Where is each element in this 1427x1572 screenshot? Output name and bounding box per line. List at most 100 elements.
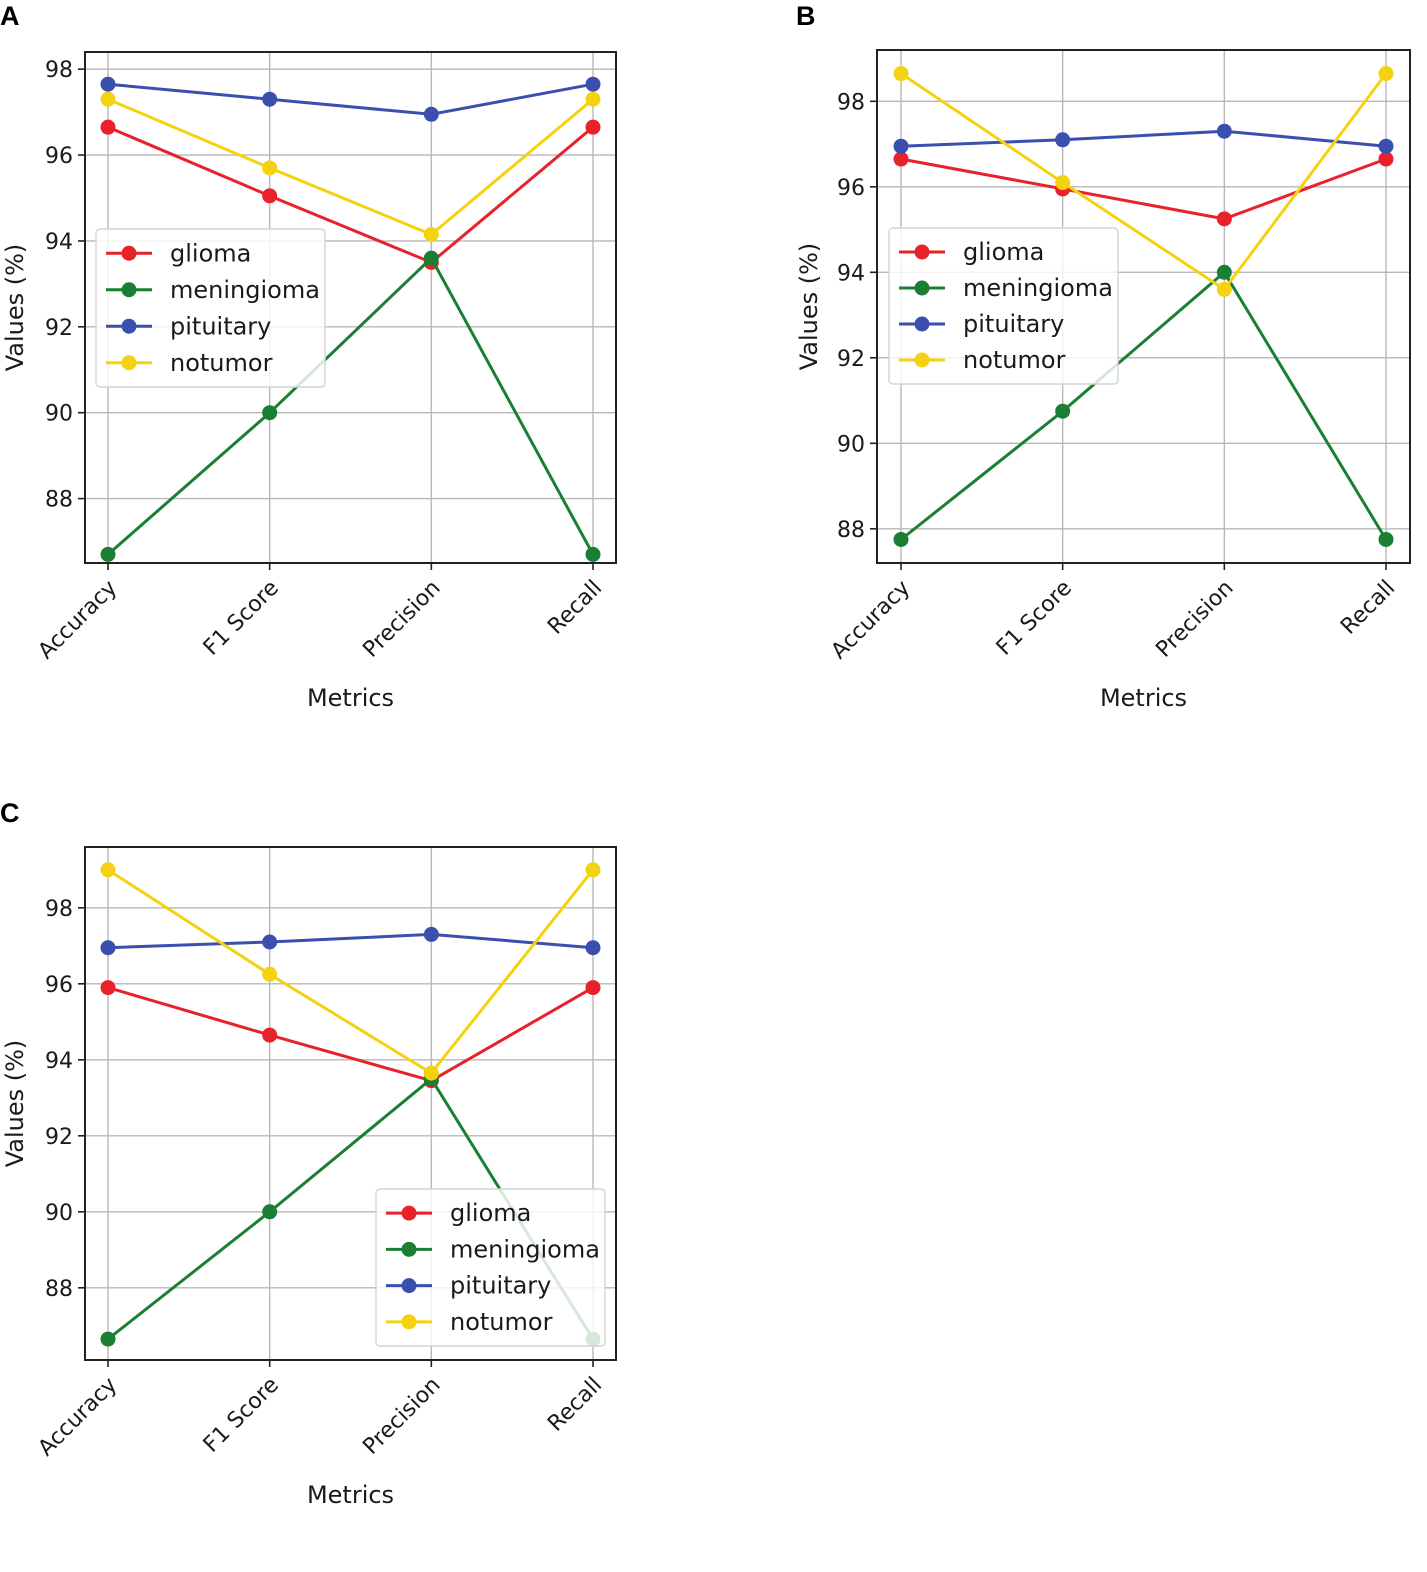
legend-marker-pituitary (914, 316, 930, 332)
data-point-notumor (100, 862, 116, 878)
legend-label-glioma: glioma (170, 239, 251, 267)
legend-label-pituitary: pituitary (963, 310, 1064, 338)
series-line-pituitary (107, 932, 594, 950)
legend-marker-meningioma (121, 282, 137, 298)
y-tick-label: 94 (837, 261, 865, 286)
y-tick-label: 98 (837, 90, 865, 115)
data-point-pituitary (100, 940, 116, 956)
x-axis-title: Metrics (1100, 684, 1187, 712)
data-point-meningioma (1055, 403, 1071, 419)
data-point-notumor (423, 1065, 439, 1081)
series-line-meningioma (107, 256, 595, 556)
data-point-notumor (585, 862, 601, 878)
data-point-notumor (1216, 281, 1232, 297)
data-point-meningioma (1216, 264, 1232, 280)
legend-marker-meningioma (401, 1241, 417, 1257)
data-point-meningioma (100, 1331, 116, 1347)
legend-marker-notumor (914, 352, 930, 368)
series-line-pituitary (107, 82, 594, 116)
data-point-notumor (585, 91, 601, 107)
data-point-pituitary (1216, 123, 1232, 139)
data-point-glioma (262, 1027, 278, 1043)
data-point-notumor (1378, 66, 1394, 82)
x-tick-label: Recall (543, 1373, 607, 1437)
legend-label-pituitary: pituitary (450, 1272, 551, 1300)
series-line-notumor (107, 97, 594, 236)
legend-label-glioma: glioma (450, 1199, 531, 1227)
series-line-glioma (107, 986, 594, 1083)
data-point-meningioma (262, 405, 278, 421)
x-tick-label: Accuracy (34, 1373, 123, 1462)
x-tick-label: Precision (358, 1373, 445, 1460)
data-point-pituitary (1055, 132, 1071, 148)
data-point-notumor (100, 91, 116, 107)
x-tick-label: F1 Score (199, 576, 284, 661)
data-point-notumor (893, 66, 909, 82)
legend: glioma meningioma pituitary notumor (375, 1188, 606, 1347)
data-point-meningioma (423, 250, 439, 266)
y-axis-title: Values (%) (1, 1040, 29, 1168)
plot-frame (84, 51, 617, 564)
legend-box (95, 228, 326, 388)
legend-marker-glioma (401, 1205, 417, 1221)
legend-box (888, 227, 1119, 385)
chart-panel-a: A 88 90 92 94 96 98 Accuracy F1 Score Precision Re… (0, 1, 617, 712)
y-tick-label: 96 (837, 176, 865, 201)
x-tick-label: Recall (543, 576, 607, 640)
data-point-meningioma (100, 546, 116, 562)
x-axis-title: Metrics (307, 1481, 394, 1509)
legend-label-meningioma: meningioma (450, 1235, 600, 1263)
data-point-notumor (262, 160, 278, 176)
y-tick-label: 88 (45, 488, 73, 513)
y-tick-label: 92 (45, 1125, 73, 1150)
panel-label: B (796, 1, 816, 31)
series-line-meningioma (900, 270, 1388, 541)
plot-frame (876, 49, 1411, 564)
data-point-glioma (585, 119, 601, 135)
x-axis-title: Metrics (307, 684, 394, 712)
y-tick-label: 90 (45, 402, 73, 427)
y-tick-label: 94 (45, 230, 73, 255)
chart-panel-c: C 88 90 92 94 96 98 Accuracy F1 Score Precision Re… (0, 798, 617, 1509)
legend-label-glioma: glioma (963, 238, 1044, 266)
legend-marker-glioma (914, 244, 930, 260)
data-point-notumor (1055, 175, 1071, 191)
legend-label-notumor: notumor (170, 349, 273, 377)
data-point-glioma (893, 151, 909, 167)
series-line-notumor (107, 868, 595, 1075)
y-tick-label: 98 (45, 897, 73, 922)
legend-box (375, 1188, 606, 1347)
series-line-notumor (900, 72, 1388, 291)
data-point-meningioma (262, 1204, 278, 1220)
legend-marker-notumor (121, 355, 137, 371)
data-point-pituitary (262, 934, 278, 950)
data-point-meningioma (585, 546, 601, 562)
x-tick-label: F1 Score (199, 1373, 284, 1458)
legend-marker-notumor (401, 1314, 417, 1330)
series-line-pituitary (900, 129, 1387, 148)
legend-label-notumor: notumor (963, 346, 1066, 374)
y-tick-label: 94 (45, 1049, 73, 1074)
y-tick-label: 98 (45, 58, 73, 83)
legend-label-pituitary: pituitary (170, 312, 271, 340)
data-point-pituitary (262, 91, 278, 107)
legend-marker-glioma (121, 245, 137, 261)
y-tick-label: 96 (45, 973, 73, 998)
y-tick-label: 92 (837, 347, 865, 372)
y-tick-label: 90 (45, 1201, 73, 1226)
legend-marker-pituitary (401, 1278, 417, 1294)
legend-label-meningioma: meningioma (170, 276, 320, 304)
x-tick-label: Recall (1336, 576, 1400, 640)
panel-label: A (0, 1, 20, 31)
legend-label-meningioma: meningioma (963, 274, 1113, 302)
data-point-notumor (423, 227, 439, 242)
data-point-pituitary (423, 106, 439, 122)
data-point-pituitary (893, 138, 909, 154)
data-point-glioma (1378, 151, 1394, 167)
plot-frame (84, 846, 617, 1361)
data-point-meningioma (1378, 531, 1394, 547)
legend: glioma meningioma pituitary notumor (95, 228, 326, 388)
data-point-pituitary (423, 926, 439, 942)
legend-marker-meningioma (914, 280, 930, 296)
